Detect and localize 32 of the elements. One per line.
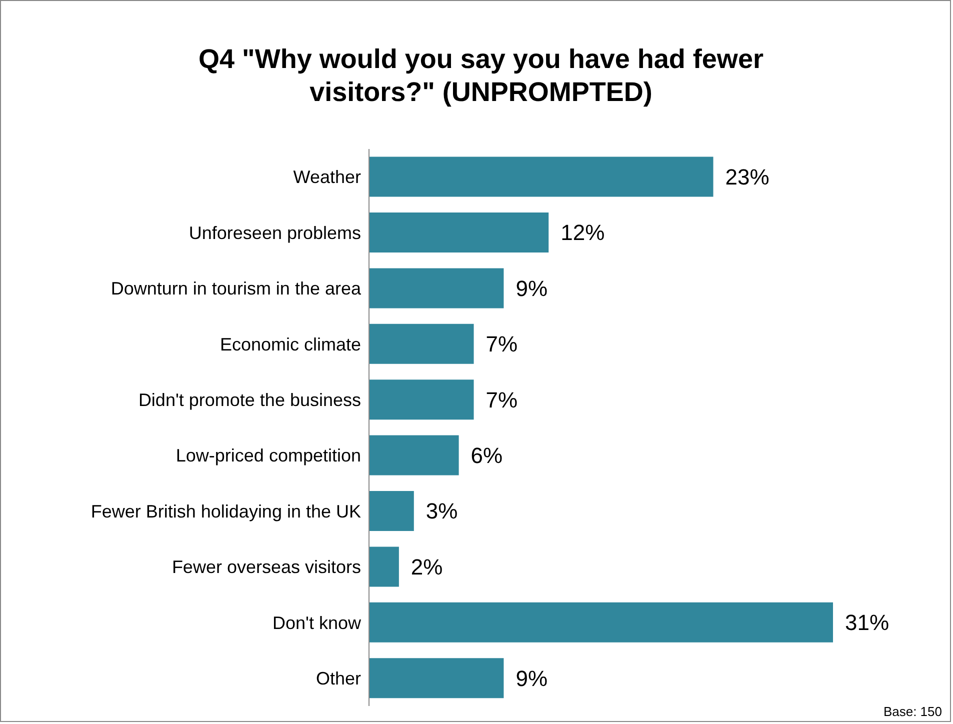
y-tick-label: Fewer British holidaying in the UK	[90, 501, 361, 522]
chart-title: Q4 "Why would you say you have had fewer visitors?" (UNPROMPTED)	[198, 43, 764, 109]
bar	[369, 268, 504, 308]
text: Base: 150	[883, 704, 942, 719]
bar	[369, 380, 474, 420]
y-tick-label: Fewer overseas visitors	[172, 557, 361, 578]
y-tick-label: Downturn in tourism in the area	[110, 278, 362, 299]
data-label: 31%	[845, 610, 890, 636]
y-tick-label: Don't know	[272, 612, 362, 633]
bar	[369, 324, 474, 364]
data-label: 7%	[486, 387, 518, 412]
bar	[369, 212, 549, 252]
y-tick-label: Other	[316, 668, 361, 689]
y-tick-label: Economic climate	[220, 334, 361, 354]
y-tick-label: Unforeseen problems	[188, 222, 361, 243]
bar	[369, 156, 714, 197]
data-label: 9%	[516, 276, 548, 301]
y-tick-label: Didn't promote the business	[138, 390, 361, 410]
data-label: 9%	[516, 666, 548, 691]
data-label: 23%	[725, 164, 770, 190]
data-label: 3%	[426, 498, 458, 524]
data-label: 2%	[410, 554, 443, 580]
data-label: 12%	[560, 220, 605, 246]
bar	[369, 435, 459, 476]
bar	[369, 602, 833, 642]
bar	[369, 491, 414, 531]
bar	[369, 658, 504, 698]
y-tick-label: Weather	[293, 167, 362, 188]
y-tick-label: Low-priced competition	[176, 446, 361, 466]
data-label: 6%	[470, 443, 503, 468]
data-label: 7%	[486, 332, 518, 357]
bar	[369, 546, 399, 587]
